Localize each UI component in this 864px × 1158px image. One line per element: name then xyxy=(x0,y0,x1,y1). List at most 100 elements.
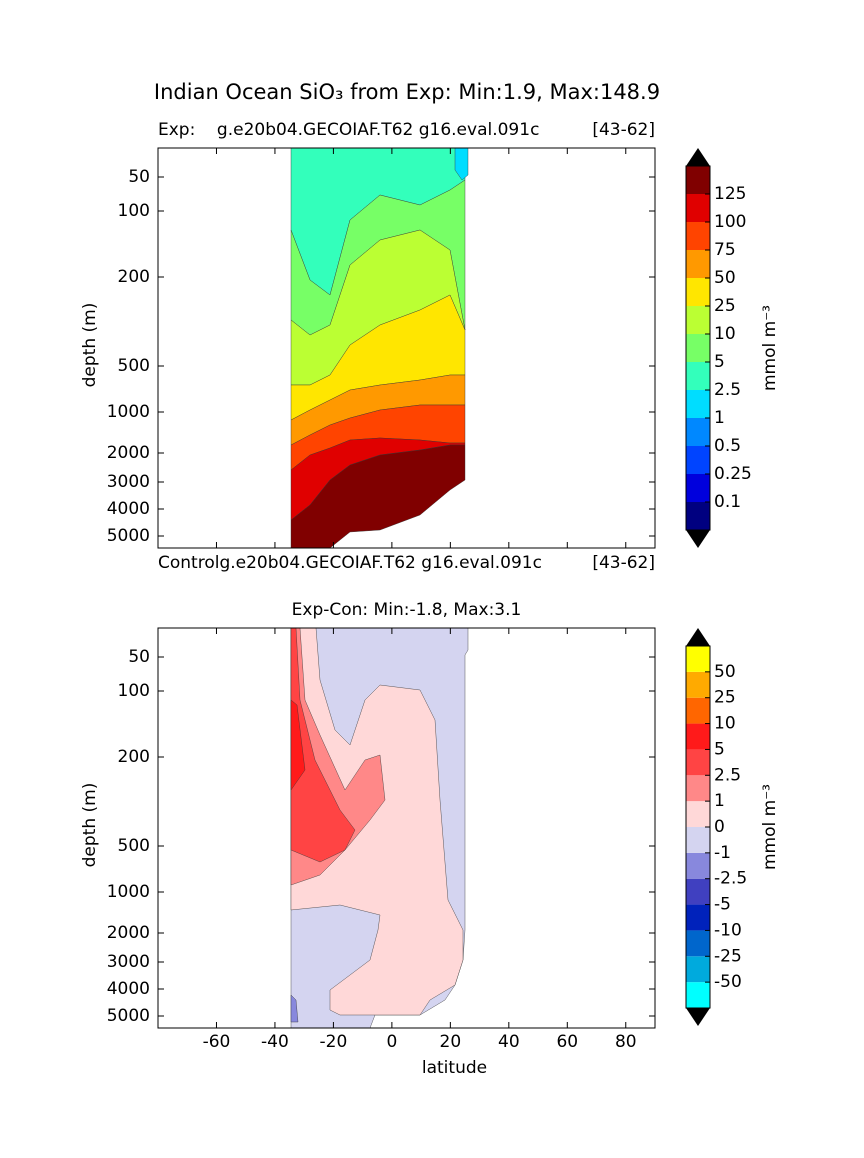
x-tick-label: -60 xyxy=(203,1032,231,1052)
colorbar-extend xyxy=(686,1008,710,1026)
y-tick-label: 3000 xyxy=(107,472,150,492)
colorbar-box xyxy=(686,723,710,750)
colorbar-box xyxy=(686,502,710,530)
colorbar-box xyxy=(686,697,710,724)
panel-title: Exp: g.e20b04.GECOIAF.T62 g16.eval.091c xyxy=(158,120,539,140)
colorbar-box xyxy=(686,222,710,250)
y-tick-label: 200 xyxy=(118,747,150,767)
colorbar-tick-label: 1 xyxy=(714,791,725,811)
y-tick-label: 50 xyxy=(128,167,150,187)
colorbar-box xyxy=(686,982,710,1008)
colorbar-box xyxy=(686,878,710,905)
y-axis-label: depth (m) xyxy=(80,783,100,868)
colorbar-tick-label: 5 xyxy=(714,352,725,372)
colorbar-box xyxy=(686,362,710,390)
colorbar-tick-label: 75 xyxy=(714,240,736,260)
y-tick-label: 100 xyxy=(118,201,150,221)
x-axis-label: latitude xyxy=(422,1058,487,1078)
y-tick-label: 1000 xyxy=(107,402,150,422)
colorbar-box xyxy=(686,446,710,474)
colorbar-tick-label: 25 xyxy=(714,296,736,316)
y-tick-label: 3000 xyxy=(107,952,150,972)
colorbar-tick-label: -2.5 xyxy=(714,869,747,889)
y-tick-label: 4000 xyxy=(107,499,150,519)
colorbar-box xyxy=(686,390,710,418)
y-tick-label: 5000 xyxy=(107,526,150,546)
contour-band xyxy=(290,699,306,791)
colorbar-box xyxy=(686,671,710,698)
panel-subtitle: Controlg.e20b04.GECOIAF.T62 g16.eval.091… xyxy=(158,553,542,573)
colorbar-tick-label: 2.5 xyxy=(714,380,741,400)
figure-title: Indian Ocean SiO₃ from Exp: Min:1.9, Max… xyxy=(154,80,660,104)
contour-band xyxy=(290,627,464,1016)
colorbar-box xyxy=(686,194,710,222)
y-tick-label: 500 xyxy=(118,356,150,376)
colorbar-tick-label: 10 xyxy=(714,324,736,344)
colorbar-box xyxy=(686,166,710,194)
contour-band xyxy=(290,994,299,1023)
y-tick-label: 1000 xyxy=(107,882,150,902)
panel-subtitle: [43-62] xyxy=(592,553,655,573)
x-tick-label: 40 xyxy=(498,1032,520,1052)
colorbar-box xyxy=(686,646,710,672)
colorbar-box xyxy=(686,904,710,931)
colorbar-tick-label: -50 xyxy=(714,972,742,992)
y-tick-label: 5000 xyxy=(107,1006,150,1026)
colorbar-box xyxy=(686,930,710,957)
colorbar-box xyxy=(686,956,710,983)
colorbar-tick-label: -25 xyxy=(714,946,742,966)
colorbar-tick-label: 10 xyxy=(714,714,736,734)
colorbar-tick-label: 0.25 xyxy=(714,464,752,484)
colorbar-tick-label: 5 xyxy=(714,739,725,759)
colorbar-frame xyxy=(685,165,711,531)
colorbar-box xyxy=(686,827,710,853)
colorbar-box xyxy=(686,418,710,446)
colorbar-tick-label: 1 xyxy=(714,408,725,428)
colorbar-box xyxy=(686,749,710,776)
panel-title: [43-62] xyxy=(592,120,655,140)
plot-frame xyxy=(157,627,656,1029)
y-axis-label: depth (m) xyxy=(80,303,100,388)
y-tick-label: 500 xyxy=(118,836,150,856)
colorbar-box xyxy=(686,801,710,827)
y-tick-label: 2000 xyxy=(107,923,150,943)
colorbar-label: mmol m⁻³ xyxy=(760,305,780,391)
x-tick-label: -20 xyxy=(320,1032,348,1052)
colorbar-box xyxy=(686,775,710,802)
colorbar-box xyxy=(686,334,710,362)
x-tick-label: 60 xyxy=(556,1032,578,1052)
colorbar-box xyxy=(686,852,710,879)
colorbar-box xyxy=(686,278,710,306)
panel-title: Exp-Con: Min:-1.8, Max:3.1 xyxy=(292,600,522,620)
x-tick-label: 80 xyxy=(615,1032,637,1052)
y-tick-label: 50 xyxy=(128,647,150,667)
plot-frame xyxy=(157,147,656,549)
colorbar-tick-label: 50 xyxy=(714,662,736,682)
y-tick-label: 200 xyxy=(118,267,150,287)
colorbar-tick-label: 125 xyxy=(714,184,746,204)
colorbar-tick-label: 100 xyxy=(714,212,746,232)
colorbar-extend xyxy=(686,628,710,646)
colorbar-tick-label: 50 xyxy=(714,268,736,288)
colorbar-extend xyxy=(686,530,710,548)
colorbar-label: mmol m⁻³ xyxy=(760,784,780,870)
contour-band xyxy=(290,627,356,863)
colorbar-tick-label: 2.5 xyxy=(714,765,741,785)
colorbar-box xyxy=(686,250,710,278)
colorbar-tick-label: 0.1 xyxy=(714,492,741,512)
y-tick-label: 2000 xyxy=(107,443,150,463)
y-tick-label: 4000 xyxy=(107,979,150,999)
colorbar-tick-label: -10 xyxy=(714,920,742,940)
colorbar-box xyxy=(686,474,710,502)
x-tick-label: -40 xyxy=(261,1032,289,1052)
colorbar-tick-label: -1 xyxy=(714,843,731,863)
colorbar-box xyxy=(686,306,710,334)
colorbar-extend xyxy=(686,148,710,166)
colorbar-tick-label: 25 xyxy=(714,688,736,708)
colorbar-tick-label: 0 xyxy=(714,817,725,837)
colorbar-tick-label: -5 xyxy=(714,895,731,915)
colorbar-tick-label: 0.5 xyxy=(714,436,741,456)
x-tick-label: 0 xyxy=(386,1032,397,1052)
y-tick-label: 100 xyxy=(118,681,150,701)
